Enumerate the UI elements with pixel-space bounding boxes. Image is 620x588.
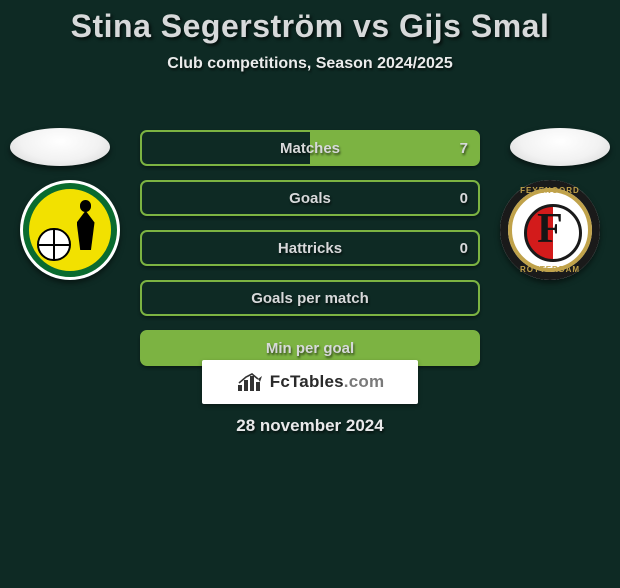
stat-row: Hattricks 0: [140, 230, 480, 266]
brand-domain: .com: [344, 372, 384, 391]
stat-row: Matches 7: [140, 130, 480, 166]
bars-chart-icon: [236, 371, 264, 393]
brand-box[interactable]: FcTables.com: [202, 360, 418, 404]
brand-text: FcTables.com: [270, 372, 385, 392]
club-ring-text-bottom: ROTTERDAM: [500, 265, 600, 274]
player-figure-icon: [72, 200, 100, 251]
club-ring-text-top: FEYENOORD: [500, 186, 600, 195]
stat-row: Goals per match: [140, 280, 480, 316]
club-logo-right: FEYENOORD F ROTTERDAM: [500, 180, 600, 280]
stat-label: Hattricks: [278, 240, 342, 257]
club-logo-left: [20, 180, 120, 280]
player-avatar-right: [510, 128, 610, 166]
date-text: 28 november 2024: [0, 416, 620, 436]
stat-value-right: 0: [460, 232, 468, 264]
stat-label: Goals: [289, 190, 331, 207]
page-subtitle: Club competitions, Season 2024/2025: [0, 55, 620, 73]
stat-label: Min per goal: [266, 340, 354, 357]
stats-rows: Matches 7 Goals 0 Hattricks 0 Goals per match M…: [140, 130, 480, 380]
player-avatar-left: [10, 128, 110, 166]
stat-value-right: 0: [460, 182, 468, 214]
stat-value-right: 7: [460, 132, 468, 164]
stat-label: Goals per match: [251, 290, 369, 307]
brand-name: FcTables: [270, 372, 344, 391]
stat-label: Matches: [280, 140, 340, 157]
stat-row: Goals 0: [140, 180, 480, 216]
soccer-ball-icon: [37, 228, 71, 262]
club-letter-icon: F: [537, 205, 563, 253]
page-title: Stina Segerström vs Gijs Smal: [0, 8, 620, 45]
